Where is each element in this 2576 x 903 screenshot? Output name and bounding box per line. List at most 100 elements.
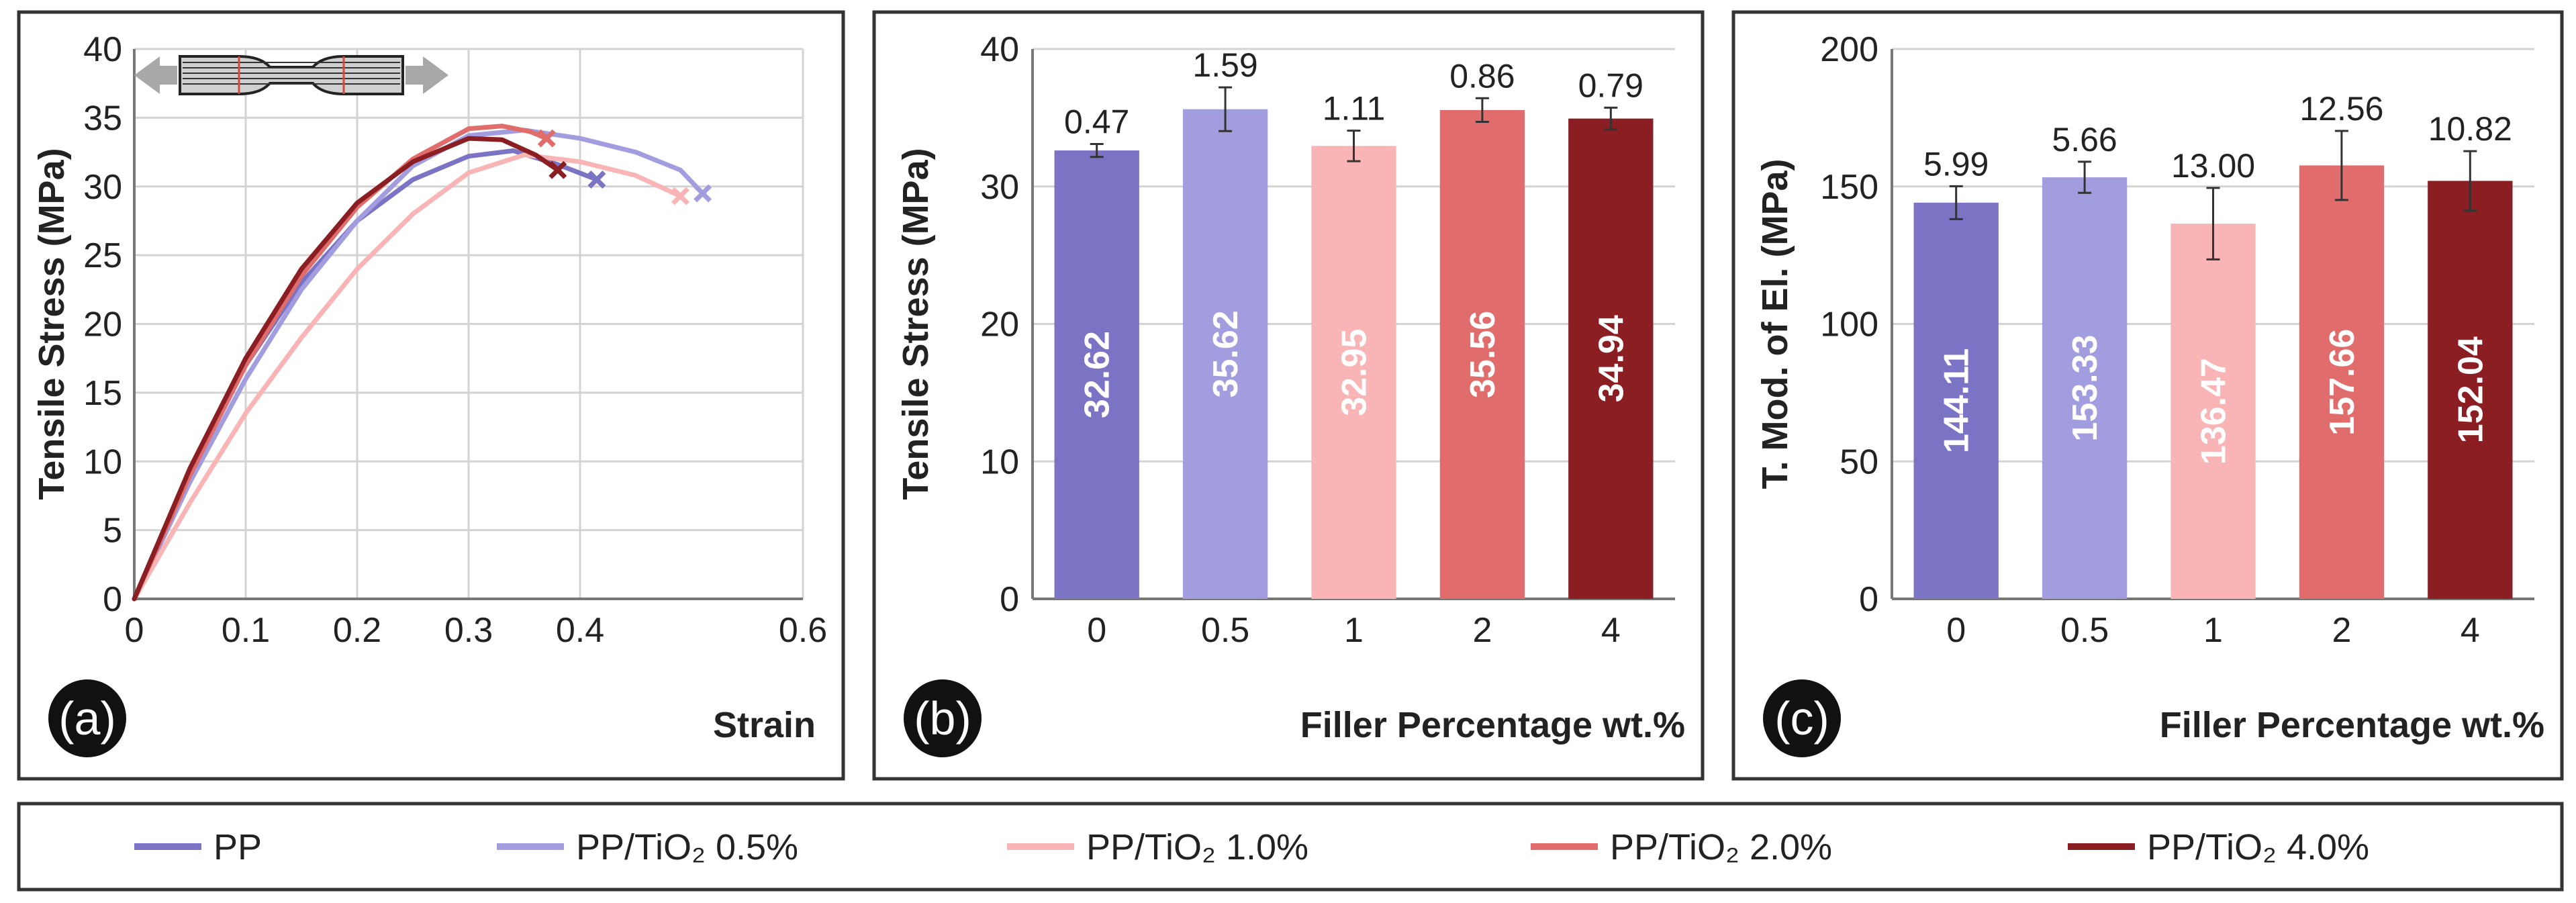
x-tick-label: 1 [1344, 611, 1364, 650]
x-tick-label: 4 [2461, 611, 2480, 650]
y-tick-label: 40 [83, 30, 122, 69]
error-value-label: 10.82 [2428, 110, 2512, 148]
y-tick-label: 40 [980, 30, 1019, 69]
bar-value-label: 34.94 [1592, 315, 1631, 402]
series-line [132, 136, 561, 602]
y-tick-label: 50 [1840, 442, 1878, 481]
panel-label: (c) [1774, 692, 1829, 745]
bar [1054, 150, 1139, 600]
panel-label: (b) [914, 692, 971, 745]
legend-frame [17, 802, 2564, 892]
x-axis-title: Filler Percentage wt.% [1300, 705, 1685, 745]
right-arrow-icon [406, 56, 448, 94]
legend-label: PP [213, 827, 262, 867]
break-marker [587, 171, 606, 189]
bar-value-label: 136.47 [2195, 358, 2234, 465]
x-tick-label: 0 [125, 611, 144, 650]
panel-label-badge [48, 679, 126, 757]
bar-value-label: 144.11 [1938, 348, 1976, 453]
bar-value-label: 152.04 [2451, 336, 2490, 443]
x-tick-label: 0.2 [333, 611, 381, 650]
y-axis-title: T. Mod. of El. (MPa) [1755, 159, 1795, 489]
y-tick-label: 0 [1000, 580, 1019, 619]
y-tick-label: 200 [1820, 30, 1878, 69]
dogbone-specimen-icon [134, 55, 448, 95]
error-value-label: 1.11 [1323, 90, 1386, 128]
bar [1311, 146, 1396, 599]
series-line [132, 148, 600, 602]
series-line [132, 128, 706, 602]
bar-value-label: 157.66 [2323, 329, 2362, 436]
panel-b-frame [872, 10, 1705, 781]
x-tick-label: 0.5 [2060, 611, 2109, 650]
x-tick-label: 2 [1472, 611, 1492, 650]
legend: PP PP/TiO₂ 0.5% PP/TiO₂ 1.0% PP/TiO₂ 2.0% PP… [134, 827, 2369, 867]
y-tick-label: 0 [103, 580, 122, 619]
x-tick-label: 0.5 [1201, 611, 1249, 650]
error-value-label: 5.66 [2052, 121, 2117, 158]
legend-label: PP/TiO₂ 1.0% [1086, 827, 1308, 867]
y-tick-label: 0 [1859, 580, 1878, 619]
x-tick-label: 0.1 [222, 611, 270, 650]
error-value-label: 0.47 [1064, 103, 1129, 140]
x-tick-label: 0 [1946, 611, 1966, 650]
y-axis-title: Tensile Stress (MPa) [896, 148, 936, 500]
y-tick-label: 35 [83, 99, 122, 138]
x-tick-label: 0.4 [556, 611, 604, 650]
error-value-label: 0.86 [1449, 57, 1515, 95]
left-arrow-icon [134, 56, 177, 94]
panel-a-frame [17, 10, 845, 781]
bar [2299, 165, 2385, 599]
series-line [132, 152, 683, 602]
bar [1439, 109, 1525, 599]
y-tick-label: 150 [1820, 168, 1878, 207]
y-tick-label: 15 [83, 374, 122, 413]
error-value-label: 5.99 [1923, 145, 1989, 183]
panel-c-bar-chart: 0 50 100 150 200 5.99 144.11 0 5.66 153.33 0.5 13.0… [1755, 30, 2544, 757]
x-tick-label: 0.6 [779, 611, 827, 650]
break-marker [671, 187, 689, 205]
y-tick-label: 5 [103, 512, 122, 551]
legend-label: PP/TiO₂ 2.0% [1610, 827, 1832, 867]
bar [1182, 109, 1268, 600]
bar [1913, 202, 1999, 600]
x-tick-label: 1 [2203, 611, 2223, 650]
y-tick-label: 25 [83, 236, 122, 275]
bar-value-label: 35.56 [1464, 311, 1502, 398]
y-axis-title: Tensile Stress (MPa) [32, 148, 72, 500]
bar-value-label: 32.62 [1078, 331, 1117, 418]
bar [2428, 181, 2513, 599]
panel-a-line-chart: 0 5 10 15 20 25 30 35 40 0 0.1 0.2 0.3 0.4 0.6 Tensile … [32, 30, 827, 757]
error-value-label: 13.00 [2171, 147, 2255, 185]
legend-label: PP/TiO₂ 0.5% [576, 827, 798, 867]
error-value-label: 12.56 [2299, 90, 2383, 128]
x-tick-label: 0 [1087, 611, 1106, 650]
bar-value-label: 35.62 [1206, 310, 1245, 397]
panel-label: (a) [58, 692, 116, 745]
series-line [132, 124, 549, 602]
break-marker [694, 184, 712, 203]
bar [2042, 177, 2128, 599]
y-tick-label: 10 [83, 442, 122, 481]
bar-value-label: 153.33 [2066, 335, 2105, 442]
y-tick-label: 20 [83, 305, 122, 344]
bar-value-label: 32.95 [1335, 329, 1374, 416]
panel-c-frame [1731, 10, 2564, 781]
x-axis-title: Filler Percentage wt.% [2160, 705, 2544, 745]
y-tick-label: 10 [980, 442, 1019, 481]
panel-label-badge [1763, 679, 1841, 757]
error-value-label: 1.59 [1192, 46, 1257, 84]
panel-b-bar-chart: 0 10 20 30 40 0.47 32.62 0 1.59 35.62 0.5 1.11 32.95… [896, 30, 1685, 757]
error-value-label: 0.79 [1578, 66, 1643, 104]
y-tick-label: 100 [1820, 305, 1878, 344]
x-tick-label: 2 [2332, 611, 2351, 650]
x-tick-label: 4 [1601, 611, 1621, 650]
bar [1568, 118, 1654, 599]
break-marker [537, 129, 556, 148]
y-tick-label: 30 [980, 168, 1019, 207]
x-axis-title: Strain [713, 705, 816, 745]
panel-label-badge [904, 679, 982, 757]
x-tick-label: 0.3 [444, 611, 493, 650]
legend-label: PP/TiO₂ 4.0% [2147, 827, 2369, 867]
